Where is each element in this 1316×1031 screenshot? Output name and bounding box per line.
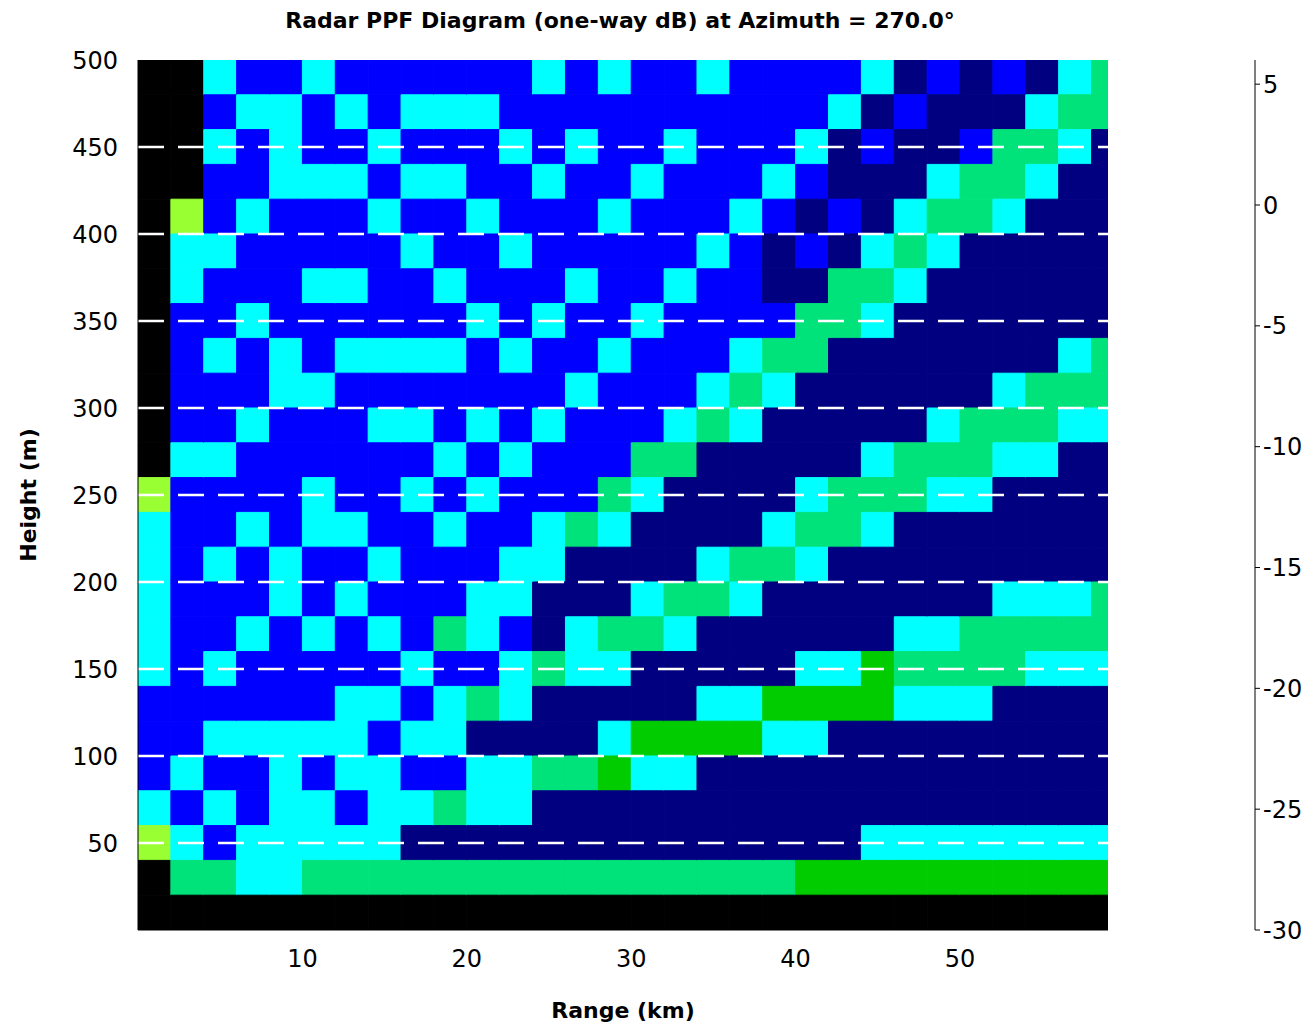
svg-text:450: 450 [72, 134, 118, 162]
svg-text:300: 300 [72, 395, 118, 423]
svg-text:-20: -20 [1263, 675, 1302, 703]
svg-text:100: 100 [72, 743, 118, 771]
svg-text:400: 400 [72, 221, 118, 249]
svg-text:10: 10 [287, 945, 318, 973]
html-text:Radar PPF Diagram (one-way dB): Radar PPF Diagram (one-way dB) at Azimut… [285, 8, 955, 33]
svg-text:50: 50 [87, 830, 118, 858]
svg-text:250: 250 [72, 482, 118, 510]
svg-text:150: 150 [72, 656, 118, 684]
svg-text:30: 30 [616, 945, 647, 973]
svg-text:Height (m): Height (m) [16, 428, 41, 562]
svg-text:-25: -25 [1263, 796, 1302, 824]
svg-text:0: 0 [1263, 192, 1278, 220]
svg-text:-30: -30 [1263, 917, 1302, 945]
svg-text:Range (km): Range (km) [551, 998, 694, 1023]
svg-text:350: 350 [72, 308, 118, 336]
svg-text:40: 40 [780, 945, 811, 973]
svg-text:-15: -15 [1263, 554, 1302, 582]
svg-text:500: 500 [72, 47, 118, 75]
svg-text:5: 5 [1263, 71, 1278, 99]
svg-text:20: 20 [452, 945, 483, 973]
svg-text:50: 50 [945, 945, 976, 973]
svg-text:-10: -10 [1263, 433, 1302, 461]
svg-text:-5: -5 [1263, 312, 1287, 340]
svg-text:200: 200 [72, 569, 118, 597]
